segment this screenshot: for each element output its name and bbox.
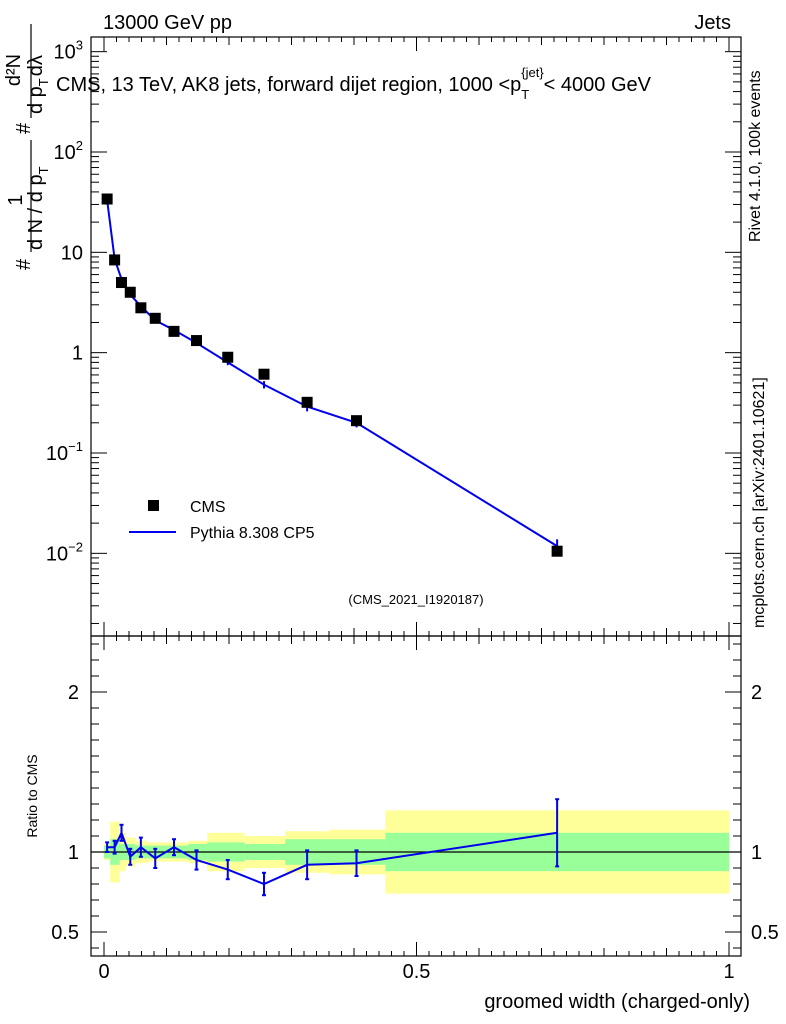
upper-panel-frame [90, 36, 742, 637]
analysis-reference: (CMS_2021_I1920187) [348, 592, 483, 607]
lower-y-axis-label: Ratio to CMS [24, 754, 40, 837]
legend-cms-marker [148, 500, 159, 511]
cms-data-point [351, 415, 362, 427]
y-upper-tick-label: 10−1 [46, 439, 83, 465]
cms-data-point [301, 396, 313, 408]
y-lower-tick-label: 0.5 [51, 922, 79, 944]
ylabel-hash-2: # [13, 122, 35, 134]
legend-cms-label: CMS [190, 499, 226, 516]
ylabel-frac1-num: 1 [5, 194, 27, 205]
cms-data-point [168, 325, 180, 337]
cms-data-point [258, 368, 270, 380]
cms-data-point [101, 193, 113, 205]
x-tick-label: 0.5 [403, 961, 431, 983]
legend: CMS Pythia 8.308 CP5 [129, 499, 315, 542]
cms-data-point [116, 277, 127, 289]
upper-data-series [101, 193, 563, 557]
cms-data-point [109, 254, 121, 266]
cms-data-point [149, 312, 161, 324]
cms-data-point [124, 286, 136, 298]
x-tick-label: 0 [98, 961, 109, 983]
title-lead: CMS, 13 TeV, AK8 jets, forward dijet reg… [56, 74, 521, 96]
axis-ticks [91, 37, 741, 956]
ylabel-frac2-den: d pTdλ [25, 55, 51, 114]
y-lower-tick-label-right: 1 [751, 842, 762, 864]
y-lower-tick-label: 1 [68, 842, 79, 864]
upper-mc-series [106, 198, 559, 555]
upper-y-axis-label: # 1 d N / d pT # d²N d pTdλ [3, 24, 51, 270]
legend-pythia-label: Pythia 8.308 CP5 [190, 525, 315, 542]
x-axis-label: groomed width (charged-only) [484, 991, 750, 1013]
ylabel-frac2-num: d²N [3, 54, 25, 86]
cms-data-point [191, 335, 202, 347]
cms-data-point [551, 545, 563, 557]
x-tick-label: 1 [723, 961, 734, 983]
plot-title: CMS, 13 TeV, AK8 jets, forward dijet reg… [56, 65, 652, 102]
cms-data-point [222, 351, 234, 363]
mcplots-label: mcplots.cern.ch [arXiv:2401.10621] [751, 377, 768, 628]
header-right-label: Jets [694, 12, 731, 34]
title-tail: < 4000 GeV [544, 74, 652, 96]
y-upper-tick-label: 10 [61, 242, 83, 264]
ylabel-frac1-den: d N / d pT [25, 166, 51, 250]
y-lower-tick-label-right: 2 [751, 682, 762, 704]
ylabel-hash-1: # [13, 258, 35, 270]
title-sup: {jet} [521, 65, 544, 80]
axis-tick-labels: 0 0.5 1 10−2 10−1 1 10 102 103 0.5 0.5 1 1 2 2 [46, 38, 779, 983]
y-upper-tick-label: 1 [72, 343, 83, 365]
lower-panel-frame [90, 635, 742, 957]
y-upper-tick-label: 10−2 [46, 539, 83, 565]
y-upper-tick-label: 103 [54, 38, 83, 64]
header-left-label: 13000 GeV pp [103, 12, 232, 34]
title-sub: T [521, 87, 529, 102]
y-upper-tick-label: 102 [54, 138, 83, 164]
lower-ratio-series [105, 798, 560, 897]
y-lower-tick-label-right: 0.5 [751, 922, 779, 944]
pythia-line [106, 200, 558, 547]
cms-data-point [135, 302, 147, 314]
rivet-version-label: Rivet 4.1.0, 100k events [747, 70, 764, 242]
y-lower-tick-label: 2 [68, 682, 79, 704]
